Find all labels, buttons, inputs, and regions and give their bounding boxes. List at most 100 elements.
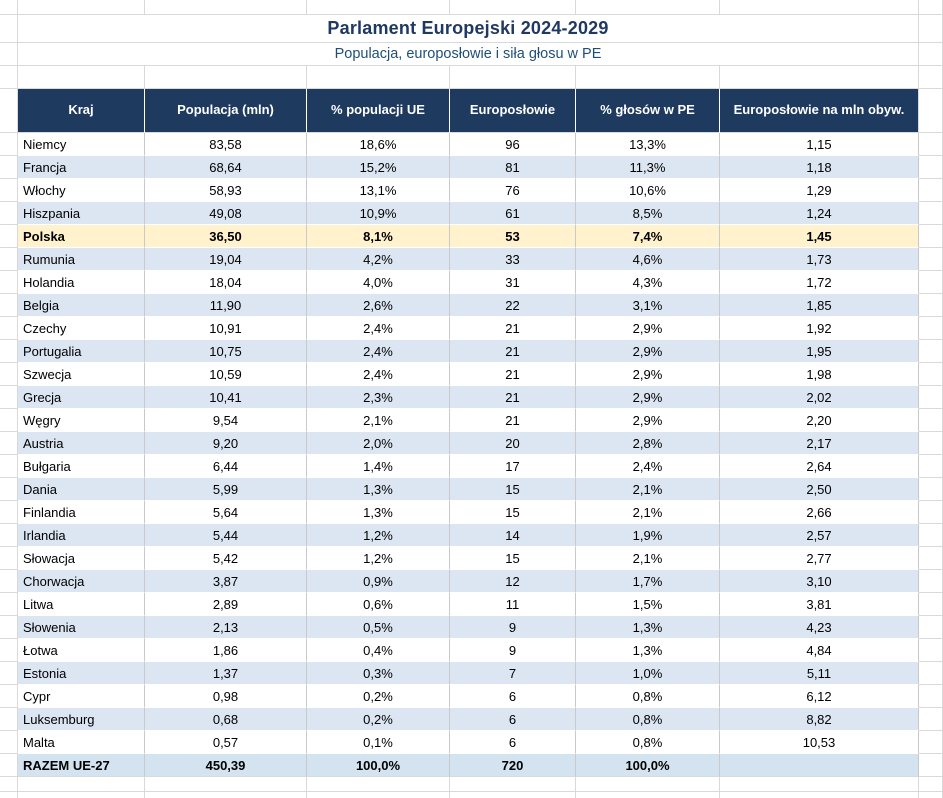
cell-pct-glosow-pe[interactable]: 2,1% xyxy=(576,547,720,570)
empty-grid-cell[interactable] xyxy=(145,66,307,89)
cell-populacja-mln[interactable]: 5,44 xyxy=(145,524,307,547)
cell-europoslowie[interactable]: 21 xyxy=(450,340,576,363)
cell-europoslowie-na-mln-obyw[interactable]: 2,64 xyxy=(720,455,919,478)
cell-pct-glosow-pe[interactable]: 4,6% xyxy=(576,248,720,271)
empty-grid-cell[interactable] xyxy=(919,731,943,754)
cell-pct-populacji-ue[interactable]: 1,4% xyxy=(307,455,450,478)
empty-grid-cell[interactable] xyxy=(919,570,943,593)
cell-europoslowie-na-mln-obyw[interactable]: 8,82 xyxy=(720,708,919,731)
cell-country[interactable]: Irlandia xyxy=(18,524,145,547)
cell-europoslowie[interactable]: 61 xyxy=(450,202,576,225)
cell-europoslowie[interactable]: 7 xyxy=(450,662,576,685)
cell-europoslowie[interactable]: 33 xyxy=(450,248,576,271)
cell-europoslowie[interactable]: 81 xyxy=(450,156,576,179)
cell-europoslowie[interactable]: 15 xyxy=(450,547,576,570)
empty-grid-cell[interactable] xyxy=(576,792,720,798)
cell-populacja-mln[interactable]: 10,91 xyxy=(145,317,307,340)
empty-grid-cell[interactable] xyxy=(0,43,18,66)
cell-populacja-mln[interactable]: 2,13 xyxy=(145,616,307,639)
cell-europoslowie[interactable]: 9 xyxy=(450,639,576,662)
cell-pct-glosow-pe[interactable]: 7,4% xyxy=(576,225,720,248)
empty-grid-cell[interactable] xyxy=(0,271,18,294)
cell-country[interactable]: Malta xyxy=(18,731,145,754)
empty-grid-cell[interactable] xyxy=(450,777,576,792)
cell-pct-populacji-ue[interactable]: 0,2% xyxy=(307,708,450,731)
empty-grid-cell[interactable] xyxy=(0,708,18,731)
cell-pct-populacji-ue[interactable]: 2,1% xyxy=(307,409,450,432)
empty-grid-cell[interactable] xyxy=(0,317,18,340)
cell-country[interactable]: Dania xyxy=(18,478,145,501)
empty-grid-cell[interactable] xyxy=(145,0,307,15)
empty-grid-cell[interactable] xyxy=(919,133,943,156)
empty-grid-cell[interactable] xyxy=(0,0,18,15)
empty-grid-cell[interactable] xyxy=(0,478,18,501)
empty-grid-cell[interactable] xyxy=(919,66,943,89)
cell-europoslowie-na-mln-obyw[interactable]: 1,24 xyxy=(720,202,919,225)
header-cell-europoslowie-na-mln-obyw[interactable]: Europosłowie na mln obyw. xyxy=(720,89,919,133)
cell-europoslowie-na-mln-obyw[interactable]: 2,02 xyxy=(720,386,919,409)
cell-europoslowie-na-mln-obyw[interactable]: 3,10 xyxy=(720,570,919,593)
empty-grid-cell[interactable] xyxy=(0,294,18,317)
cell-pct-populacji-ue[interactable]: 0,6% xyxy=(307,593,450,616)
total-cell-europoslowie-na-mln-obyw[interactable] xyxy=(720,754,919,777)
empty-grid-cell[interactable] xyxy=(0,455,18,478)
empty-grid-cell[interactable] xyxy=(919,248,943,271)
cell-country[interactable]: Francja xyxy=(18,156,145,179)
cell-europoslowie[interactable]: 22 xyxy=(450,294,576,317)
cell-europoslowie-na-mln-obyw[interactable]: 2,66 xyxy=(720,501,919,524)
cell-country[interactable]: Szwecja xyxy=(18,363,145,386)
empty-grid-cell[interactable] xyxy=(919,202,943,225)
cell-europoslowie-na-mln-obyw[interactable]: 1,15 xyxy=(720,133,919,156)
empty-grid-cell[interactable] xyxy=(145,792,307,798)
cell-pct-populacji-ue[interactable]: 2,3% xyxy=(307,386,450,409)
cell-europoslowie-na-mln-obyw[interactable]: 4,23 xyxy=(720,616,919,639)
cell-europoslowie[interactable]: 96 xyxy=(450,133,576,156)
cell-pct-populacji-ue[interactable]: 0,1% xyxy=(307,731,450,754)
empty-grid-cell[interactable] xyxy=(18,777,145,792)
cell-europoslowie-na-mln-obyw[interactable]: 1,85 xyxy=(720,294,919,317)
cell-populacja-mln[interactable]: 9,20 xyxy=(145,432,307,455)
cell-country[interactable]: Słowacja xyxy=(18,547,145,570)
empty-grid-cell[interactable] xyxy=(0,386,18,409)
empty-grid-cell[interactable] xyxy=(919,685,943,708)
empty-grid-cell[interactable] xyxy=(919,294,943,317)
cell-pct-populacji-ue[interactable]: 0,9% xyxy=(307,570,450,593)
cell-europoslowie[interactable]: 6 xyxy=(450,731,576,754)
cell-pct-glosow-pe[interactable]: 2,9% xyxy=(576,317,720,340)
cell-pct-glosow-pe[interactable]: 1,5% xyxy=(576,593,720,616)
cell-populacja-mln[interactable]: 1,86 xyxy=(145,639,307,662)
empty-grid-cell[interactable] xyxy=(0,501,18,524)
cell-pct-populacji-ue[interactable]: 2,6% xyxy=(307,294,450,317)
cell-populacja-mln[interactable]: 68,64 xyxy=(145,156,307,179)
empty-grid-cell[interactable] xyxy=(919,179,943,202)
empty-grid-cell[interactable] xyxy=(919,593,943,616)
cell-pct-glosow-pe[interactable]: 1,9% xyxy=(576,524,720,547)
empty-grid-cell[interactable] xyxy=(307,0,450,15)
empty-grid-cell[interactable] xyxy=(919,225,943,248)
empty-grid-cell[interactable] xyxy=(919,501,943,524)
cell-europoslowie[interactable]: 21 xyxy=(450,409,576,432)
cell-populacja-mln[interactable]: 6,44 xyxy=(145,455,307,478)
cell-europoslowie-na-mln-obyw[interactable]: 2,50 xyxy=(720,478,919,501)
empty-grid-cell[interactable] xyxy=(0,156,18,179)
cell-pct-populacji-ue[interactable]: 10,9% xyxy=(307,202,450,225)
cell-pct-populacji-ue[interactable]: 0,5% xyxy=(307,616,450,639)
cell-pct-glosow-pe[interactable]: 1,7% xyxy=(576,570,720,593)
cell-europoslowie[interactable]: 21 xyxy=(450,386,576,409)
cell-pct-populacji-ue[interactable]: 2,4% xyxy=(307,340,450,363)
empty-grid-cell[interactable] xyxy=(0,792,18,798)
empty-grid-cell[interactable] xyxy=(919,754,943,777)
cell-europoslowie[interactable]: 6 xyxy=(450,708,576,731)
cell-populacja-mln[interactable]: 0,68 xyxy=(145,708,307,731)
empty-grid-cell[interactable] xyxy=(145,777,307,792)
empty-grid-cell[interactable] xyxy=(0,639,18,662)
cell-populacja-mln[interactable]: 10,59 xyxy=(145,363,307,386)
cell-populacja-mln[interactable]: 58,93 xyxy=(145,179,307,202)
cell-pct-glosow-pe[interactable]: 4,3% xyxy=(576,271,720,294)
cell-populacja-mln[interactable]: 49,08 xyxy=(145,202,307,225)
cell-pct-populacji-ue[interactable]: 2,0% xyxy=(307,432,450,455)
empty-grid-cell[interactable] xyxy=(919,15,943,43)
empty-grid-cell[interactable] xyxy=(307,777,450,792)
cell-country[interactable]: Niemcy xyxy=(18,133,145,156)
cell-populacja-mln[interactable]: 10,41 xyxy=(145,386,307,409)
